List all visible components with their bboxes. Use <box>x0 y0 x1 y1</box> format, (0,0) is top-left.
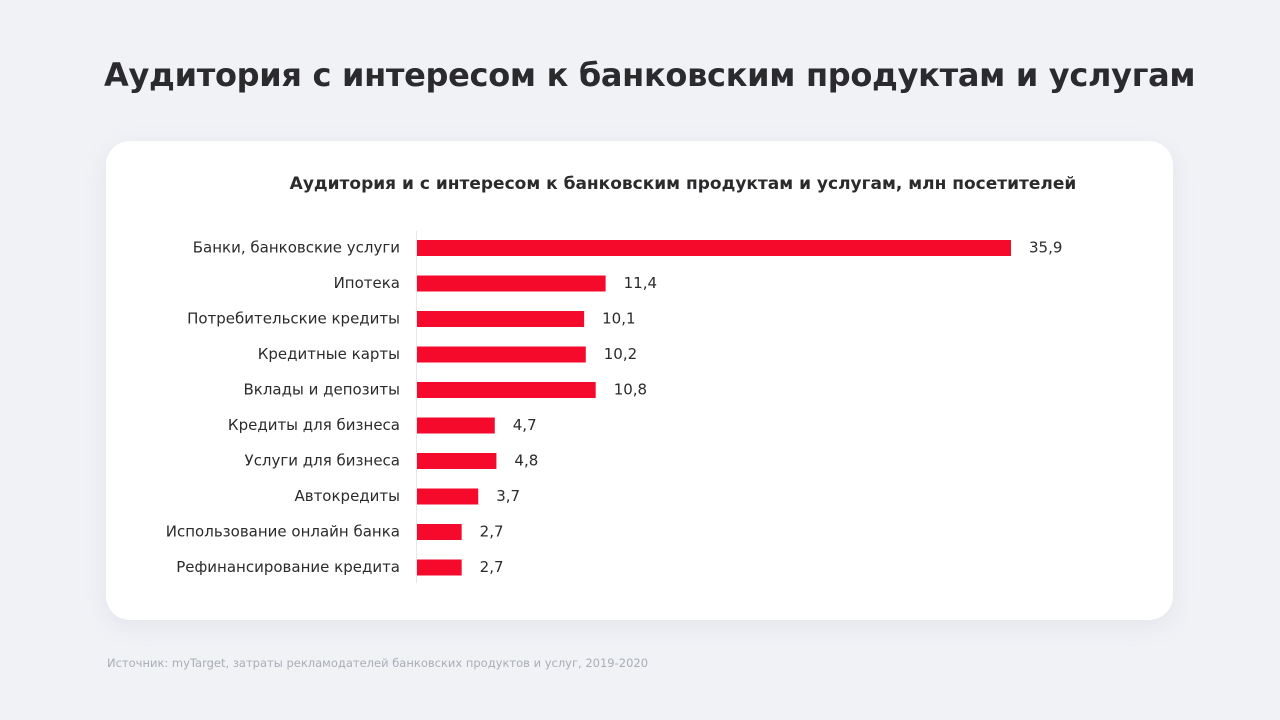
bar <box>417 453 497 469</box>
value-label: 35,9 <box>1029 239 1062 257</box>
bar <box>417 417 495 434</box>
category-label: Ипотека <box>334 274 400 292</box>
value-label: 11,4 <box>624 274 657 292</box>
bar <box>417 346 586 363</box>
bar <box>417 382 596 398</box>
value-label: 10,8 <box>614 381 647 399</box>
category-label: Рефинансирование кредита <box>176 558 400 576</box>
category-label: Кредиты для бизнеса <box>228 416 400 434</box>
bar <box>417 240 1011 256</box>
bar <box>417 524 462 540</box>
bar <box>417 275 606 292</box>
slide-title: Аудитория с интересом к банковским проду… <box>104 56 1196 94</box>
category-label: Автокредиты <box>294 487 400 505</box>
value-label: 3,7 <box>496 487 520 505</box>
chart-card: Аудитория и с интересом к банковским про… <box>106 141 1173 620</box>
chart: Аудитория и с интересом к банковским про… <box>166 174 1077 583</box>
source-note: Источник: myTarget, затраты рекламодател… <box>107 656 649 670</box>
value-label: 2,7 <box>480 558 504 576</box>
category-label: Использование онлайн банка <box>166 523 400 541</box>
category-label: Услуги для бизнеса <box>245 452 400 470</box>
bar <box>417 488 479 505</box>
value-label: 2,7 <box>480 523 504 541</box>
category-label: Потребительские кредиты <box>187 310 400 328</box>
bar <box>417 311 585 327</box>
value-label: 10,1 <box>602 310 635 328</box>
category-label: Вклады и депозиты <box>243 381 400 399</box>
category-label: Банки, банковские услуги <box>193 239 400 257</box>
bar <box>417 559 462 576</box>
value-label: 4,7 <box>513 416 537 434</box>
value-label: 10,2 <box>604 345 637 363</box>
chart-title: Аудитория и с интересом к банковским про… <box>290 174 1077 194</box>
category-label: Кредитные карты <box>258 345 400 363</box>
value-label: 4,8 <box>514 452 538 470</box>
